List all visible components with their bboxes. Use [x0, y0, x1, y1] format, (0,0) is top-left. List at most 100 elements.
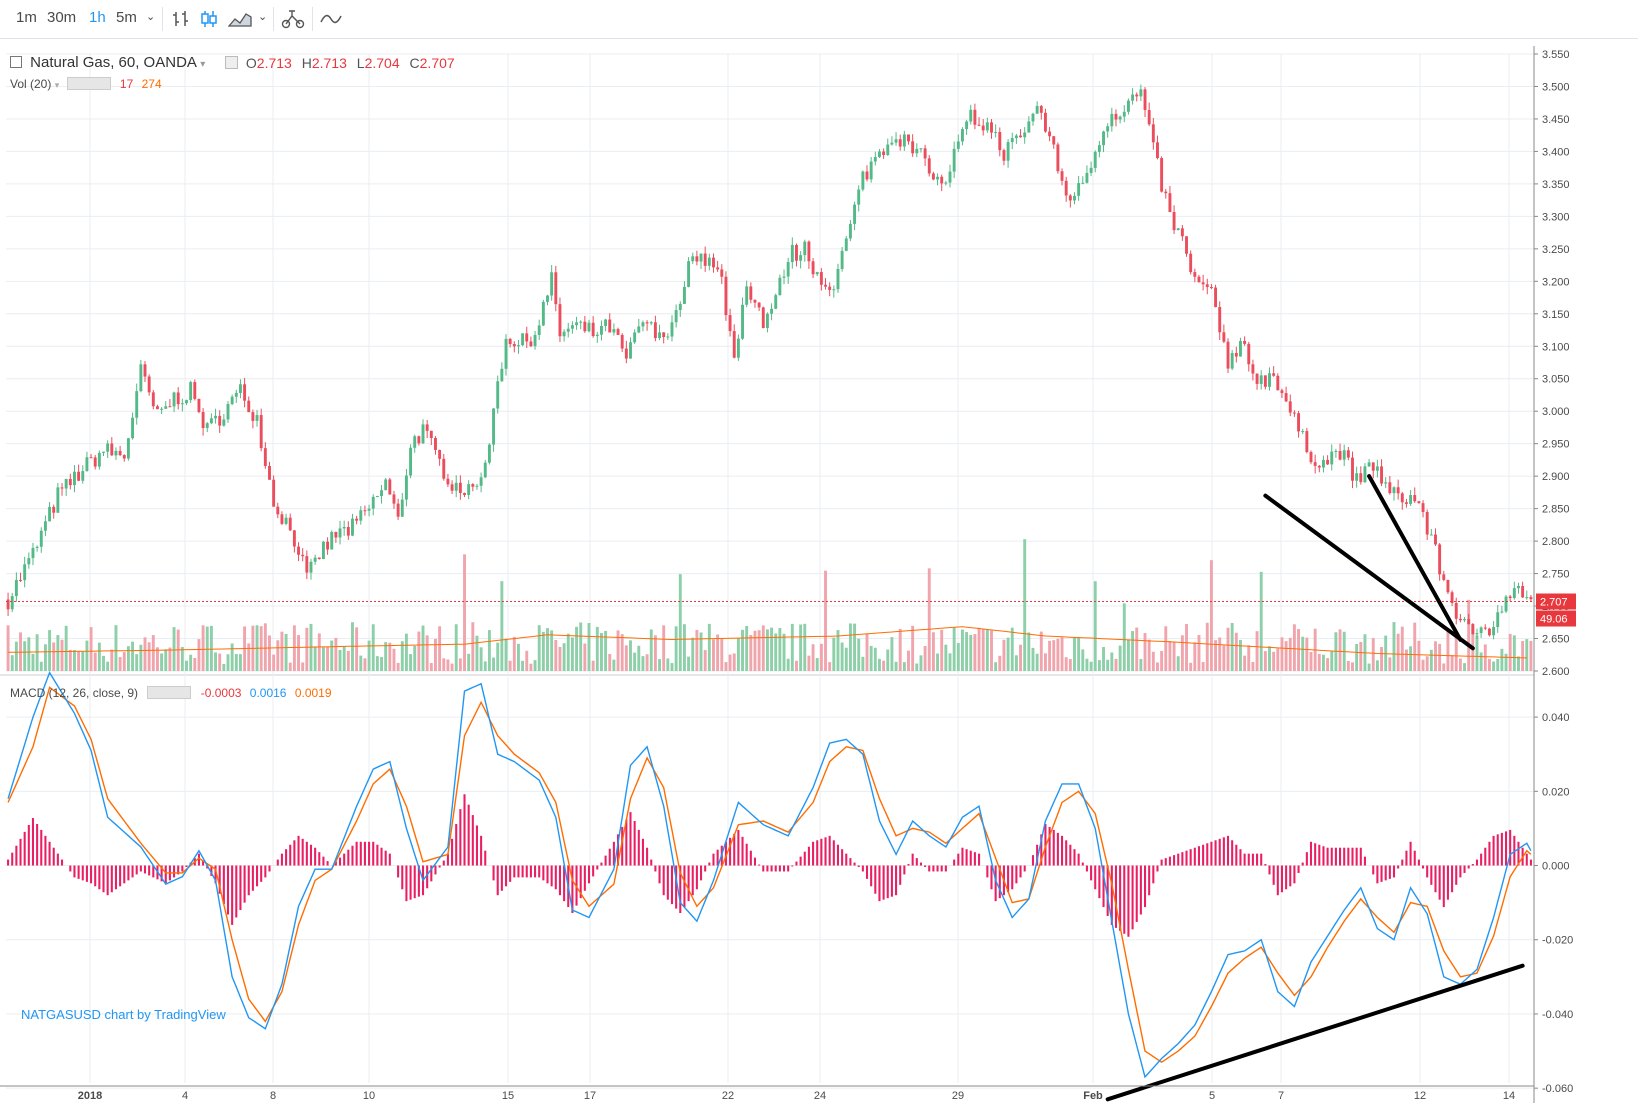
interval-30m[interactable]: 30m [47, 9, 77, 26]
interval-1m[interactable]: 1m [16, 9, 37, 26]
candle-body [952, 148, 956, 172]
volume-bar [230, 643, 234, 671]
toolbar-divider [162, 7, 163, 31]
candle-body [985, 122, 989, 131]
x-tick-label: 10 [363, 1090, 375, 1102]
indicator-icon[interactable] [320, 10, 342, 28]
volume-bar [1288, 637, 1292, 671]
candle-body [819, 272, 823, 285]
area-chart-icon[interactable] [228, 9, 252, 29]
candle-body [492, 408, 496, 445]
interval-1h[interactable]: 1h [89, 9, 106, 26]
volume-bar [1031, 647, 1035, 671]
candle-body [160, 408, 164, 410]
volume-bar [558, 646, 562, 671]
volume-bar [998, 655, 1002, 671]
candle-body [226, 404, 230, 420]
candle-body [413, 436, 417, 448]
volume-bar [1135, 627, 1139, 671]
volume-bar [641, 656, 645, 671]
candle-body [106, 443, 110, 452]
volume-bar [1114, 658, 1118, 671]
macd-line-value: 0.0016 [249, 686, 287, 700]
volume-bar [1375, 660, 1379, 671]
candlestick-icon[interactable] [199, 9, 219, 29]
volume-bar [189, 654, 193, 671]
candle-body [815, 272, 819, 275]
volume-bar [1027, 632, 1031, 671]
candle-body [1027, 121, 1031, 133]
candle-body [811, 261, 815, 275]
chevron-down-icon[interactable]: ⌄ [146, 11, 156, 23]
watermark[interactable]: NATGASUSD chart by TradingView [21, 1007, 226, 1022]
volume-bar [1052, 640, 1056, 671]
volume-bar [1189, 662, 1193, 671]
volume-bar [1205, 622, 1209, 671]
volume-bar [732, 653, 736, 671]
candle-body [1529, 597, 1533, 600]
candle-body [608, 319, 612, 333]
chevron-down-icon[interactable]: ▾ [54, 80, 60, 90]
volume-bar [1143, 633, 1147, 671]
candle-body [653, 322, 657, 339]
volume-bar [85, 640, 89, 671]
candle-body [367, 508, 371, 511]
volume-bar [313, 646, 317, 671]
candle-body [1023, 132, 1027, 138]
volume-bar [633, 652, 637, 671]
volume-bar [699, 632, 703, 671]
price-candles [6, 84, 1534, 640]
candle-body [1081, 182, 1085, 184]
candle-body [1297, 413, 1301, 432]
candle-body [1446, 579, 1450, 593]
chart-canvas[interactable]: 3.550 3.500 3.450 3.400 3.350 3.300 3.250 3.200… [0, 40, 1638, 1103]
volume-bar [39, 661, 43, 671]
compare-icon[interactable] [281, 8, 305, 30]
volume-bar [504, 638, 508, 671]
volume-bar [1458, 658, 1462, 671]
candle-body [666, 336, 670, 338]
indicator-controls-icon[interactable] [147, 686, 192, 699]
volume-bar [508, 660, 512, 671]
candle-body [836, 268, 840, 290]
volume-bar [284, 634, 288, 671]
candle-body [890, 142, 894, 145]
candle-body [612, 329, 616, 333]
volume-bar [442, 658, 446, 671]
volume-bar [1110, 652, 1114, 671]
collapse-legend-icon[interactable] [10, 56, 22, 68]
indicator-controls-icon[interactable] [66, 77, 111, 90]
interval-5m[interactable]: 5m [116, 9, 137, 26]
volume-ma-line [8, 626, 1527, 659]
volume-bar [288, 662, 292, 671]
volume-bar [977, 627, 981, 671]
volume-bar [811, 644, 815, 671]
candle-body [533, 334, 537, 347]
candle-body [649, 322, 653, 324]
candle-body [31, 547, 35, 559]
candle-body [479, 477, 483, 486]
volume-bar [292, 625, 296, 671]
volume-bar [562, 643, 566, 671]
chevron-down-icon[interactable]: ⌄ [258, 11, 268, 23]
volume-bar [400, 641, 404, 671]
price-tick-label: 3.300 [1542, 211, 1570, 223]
candle-body [633, 332, 637, 343]
volume-bar [616, 630, 620, 671]
candle-body [1288, 401, 1292, 413]
volume-bar [1218, 637, 1222, 671]
volume-bar [1508, 633, 1512, 671]
candle-body [326, 541, 330, 550]
volume-bar [1068, 659, 1072, 671]
chevron-down-icon[interactable]: ▾ [200, 59, 206, 70]
candle-body [1508, 596, 1512, 599]
candle-body [64, 478, 68, 489]
candle-body [1151, 124, 1155, 143]
candle-body [1371, 462, 1375, 471]
volume-bar [1014, 655, 1018, 671]
volume-bar [1039, 631, 1043, 671]
volume-bar [736, 637, 740, 671]
volume-bar [450, 663, 454, 671]
bar-chart-icon[interactable] [171, 9, 191, 29]
settings-icon[interactable] [225, 56, 238, 69]
